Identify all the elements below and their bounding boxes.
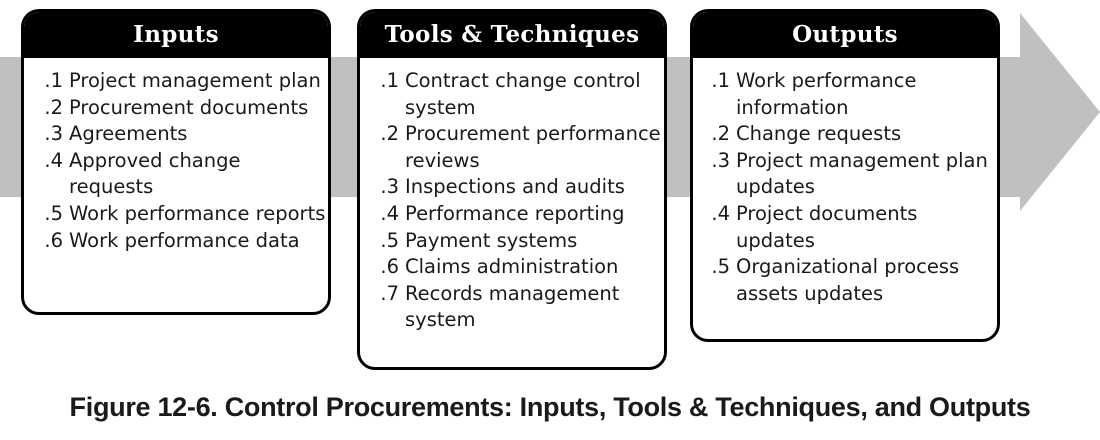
list-item: .4 Project documents updates xyxy=(703,201,997,254)
item-text: Approved change requests xyxy=(69,148,241,199)
item-number: .5 xyxy=(380,228,399,252)
item-number: .1 xyxy=(380,69,399,92)
item-number: .5 xyxy=(44,201,63,225)
inputs-panel: Inputs .1 Project management plan .2 Procur… xyxy=(21,9,331,315)
item-text: Procurement performance reviews xyxy=(405,122,661,172)
list-item: .3 Agreements xyxy=(36,121,328,148)
item-number: .3 xyxy=(44,122,63,146)
item-number: .4 xyxy=(380,201,399,225)
list-item: .1 Work performance information xyxy=(703,68,997,121)
list-item: .5 Work performance reports xyxy=(36,201,328,228)
item-text: Project documents updates xyxy=(736,201,918,252)
item-number: .5 xyxy=(711,255,730,279)
list-item: .2 Procurement performance reviews xyxy=(372,121,664,174)
item-text: Claims administration xyxy=(405,255,619,279)
inputs-header: Inputs xyxy=(24,12,328,58)
list-item: .1 Contract change control system xyxy=(372,68,664,121)
item-text: Organizational process assets updates xyxy=(736,255,960,305)
inputs-list: .1 Project management plan .2 Procurement d… xyxy=(24,58,328,254)
item-number: .2 xyxy=(711,122,730,146)
list-item: .3 Inspections and audits xyxy=(372,174,664,201)
outputs-header: Outputs xyxy=(693,12,997,58)
item-number: .2 xyxy=(44,95,63,119)
list-item: .5 Organizational process assets updates xyxy=(703,254,997,307)
list-item: .7 Records management system xyxy=(372,281,664,334)
item-text: Procurement documents xyxy=(69,95,309,119)
item-number: .3 xyxy=(380,175,399,199)
item-text: Payment systems xyxy=(405,228,578,252)
list-item: .4 Performance reporting xyxy=(372,201,664,228)
list-item: .2 Procurement documents xyxy=(36,95,328,122)
item-number: .1 xyxy=(711,69,730,92)
item-number: .7 xyxy=(380,281,399,305)
item-number: .6 xyxy=(380,255,399,279)
tools-techniques-header: Tools & Techniques xyxy=(360,12,664,58)
item-text: Contract change control system xyxy=(405,69,641,119)
item-text: Work performance information xyxy=(736,69,917,119)
item-number: .6 xyxy=(44,228,63,252)
item-number: .1 xyxy=(44,69,63,92)
item-text: Project management plan xyxy=(69,69,321,92)
list-item: .2 Change requests xyxy=(703,121,997,148)
item-number: .4 xyxy=(44,148,63,172)
item-number: .4 xyxy=(711,201,730,225)
item-number: .2 xyxy=(380,122,399,146)
tools-techniques-panel: Tools & Techniques .1 Contract change con… xyxy=(357,9,667,370)
item-text: Work performance data xyxy=(69,228,300,252)
outputs-list: .1 Work performance information .2 Change r… xyxy=(693,58,997,307)
item-number: .3 xyxy=(711,148,730,172)
item-text: Inspections and audits xyxy=(405,175,625,199)
item-text: Change requests xyxy=(736,122,902,146)
item-text: Work performance reports xyxy=(69,201,326,225)
item-text: Performance reporting xyxy=(405,201,625,225)
list-item: .6 Claims administration xyxy=(372,254,664,281)
item-text: Project management plan updates xyxy=(736,148,988,199)
list-item: .5 Payment systems xyxy=(372,228,664,255)
tools-techniques-list: .1 Contract change control system .2 Procur… xyxy=(360,58,664,334)
item-text: Agreements xyxy=(69,122,188,146)
list-item: .3 Project management plan updates xyxy=(703,148,997,201)
list-item: .6 Work performance data xyxy=(36,228,328,255)
figure-caption: Figure 12-6. Control Procurements: Input… xyxy=(69,392,1031,422)
outputs-panel: Outputs .1 Work performance information .2… xyxy=(690,9,1000,342)
item-text: Records management system xyxy=(405,281,620,332)
list-item: .1 Project management plan xyxy=(36,68,328,95)
list-item: .4 Approved change requests xyxy=(36,148,328,201)
